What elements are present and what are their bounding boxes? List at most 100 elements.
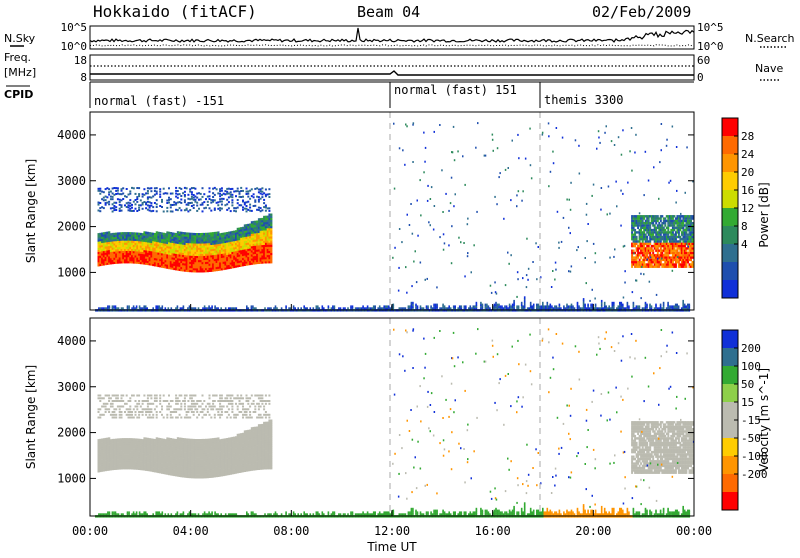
range-gate-cell xyxy=(147,196,149,198)
range-gate-cell xyxy=(270,226,272,228)
range-gate-cell xyxy=(415,250,417,252)
range-gate-cell xyxy=(136,417,138,419)
range-gate-cell xyxy=(251,210,253,212)
range-gate-cell xyxy=(98,408,100,410)
range-gate-cell xyxy=(117,406,119,408)
range-gate-cell xyxy=(237,207,239,209)
range-gate-cell xyxy=(450,202,452,204)
range-gate-cell xyxy=(168,197,170,199)
range-gate-cell xyxy=(639,212,641,214)
range-gate-cell xyxy=(99,397,101,399)
range-gate-cell xyxy=(607,307,609,310)
range-gate-cell xyxy=(112,196,114,198)
range-gate-cell xyxy=(246,305,248,308)
range-gate-cell xyxy=(632,291,634,293)
range-gate-cell xyxy=(193,307,195,310)
range-gate-cell xyxy=(108,411,110,413)
range-gate-cell xyxy=(439,307,441,310)
range-gate-cell xyxy=(99,400,101,402)
range-gate-cell xyxy=(154,202,156,204)
range-gate-cell xyxy=(598,130,600,132)
range-gate-cell xyxy=(490,285,492,287)
range-gate-cell xyxy=(599,142,601,144)
range-gate-cell xyxy=(108,400,110,402)
range-gate-cell xyxy=(230,191,232,193)
range-gate-cell xyxy=(196,202,198,204)
range-gate-cell xyxy=(105,408,107,410)
range-gate-cell xyxy=(432,307,434,310)
range-gate-cell xyxy=(423,307,425,310)
range-gate-cell xyxy=(601,300,603,303)
range-gate-cell xyxy=(156,406,158,408)
range-gate-cell xyxy=(196,210,198,212)
range-gate-cell xyxy=(452,151,454,153)
range-gate-cell xyxy=(417,200,419,202)
range-gate-cell xyxy=(676,146,678,148)
range-gate-cell xyxy=(150,417,152,419)
range-gate-cell xyxy=(332,305,334,308)
range-gate-cell xyxy=(260,190,262,192)
range-gate-cell xyxy=(270,216,272,218)
range-gate-cell xyxy=(263,206,265,208)
range-gate-cell xyxy=(420,305,422,308)
range-gate-cell xyxy=(117,190,119,192)
range-gate-cell xyxy=(246,210,248,212)
range-gate-cell xyxy=(181,307,183,310)
range-gate-cell xyxy=(209,191,211,193)
range-gate-cell xyxy=(140,307,142,310)
range-gate-cell xyxy=(364,307,366,310)
range-gate-cell xyxy=(444,305,446,308)
range-gate-cell xyxy=(265,194,267,196)
range-gate-cell xyxy=(242,200,244,202)
range-gate-cell xyxy=(210,307,212,310)
range-gate-cell xyxy=(453,205,455,207)
range-gate-cell xyxy=(399,307,401,310)
range-gate-cell xyxy=(203,201,205,203)
range-gate-cell xyxy=(660,240,662,242)
range-gate-cell xyxy=(239,193,241,195)
range-gate-cell xyxy=(231,307,233,310)
range-gate-cell xyxy=(253,193,255,195)
range-gate-cell xyxy=(98,411,100,413)
range-gate-cell xyxy=(542,302,544,305)
range-gate-cell xyxy=(675,238,677,240)
range-gate-cell xyxy=(658,307,660,310)
range-gate-cell xyxy=(646,238,648,240)
range-gate-cell xyxy=(419,179,421,181)
range-gate-cell xyxy=(131,207,133,209)
range-gate-cell xyxy=(149,207,151,209)
range-gate-cell xyxy=(536,304,538,307)
range-gate-cell xyxy=(228,201,230,203)
range-gate-cell xyxy=(522,305,524,308)
range-gate-cell xyxy=(609,257,611,259)
range-gate-cell xyxy=(187,307,189,310)
range-gate-cell xyxy=(639,254,641,256)
range-gate-cell xyxy=(667,254,669,256)
range-gate-cell xyxy=(126,206,128,208)
range-gate-cell xyxy=(589,307,591,310)
range-gate-cell xyxy=(115,400,117,402)
range-gate-cell xyxy=(98,210,100,212)
range-gate-cell xyxy=(145,408,147,410)
range-gate-cell xyxy=(505,284,507,286)
range-gate-cell xyxy=(179,207,181,209)
range-gate-cell xyxy=(649,227,651,229)
range-gate-cell xyxy=(103,414,105,416)
nsearch-series-line xyxy=(90,45,694,46)
range-gate-cell xyxy=(548,305,550,308)
range-gate-cell xyxy=(135,193,137,195)
range-gate-cell xyxy=(566,199,568,201)
range-gate-cell xyxy=(604,132,606,134)
range-gate-cell xyxy=(145,414,147,416)
range-gate-cell xyxy=(150,187,152,189)
range-gate-cell xyxy=(624,282,626,284)
range-gate-cell xyxy=(547,302,549,305)
range-gate-cell xyxy=(117,187,119,189)
range-gate-cell xyxy=(411,302,413,305)
range-gate-cell xyxy=(522,277,524,279)
range-gate-cell xyxy=(526,238,528,240)
range-gate-cell xyxy=(608,186,610,188)
range-gate-cell xyxy=(664,229,666,231)
range-gate-cell xyxy=(692,215,694,217)
range-gate-cell xyxy=(135,203,137,205)
